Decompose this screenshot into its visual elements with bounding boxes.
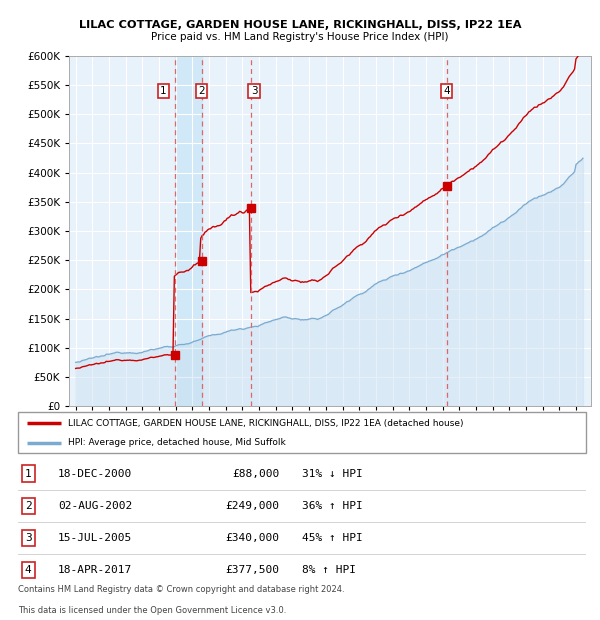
Text: LILAC COTTAGE, GARDEN HOUSE LANE, RICKINGHALL, DISS, IP22 1EA (detached house): LILAC COTTAGE, GARDEN HOUSE LANE, RICKIN… [68, 418, 464, 428]
Text: 18-DEC-2000: 18-DEC-2000 [58, 469, 132, 479]
Text: 2: 2 [25, 501, 32, 511]
Text: £249,000: £249,000 [226, 501, 280, 511]
Text: 45% ↑ HPI: 45% ↑ HPI [302, 533, 363, 542]
Text: Contains HM Land Registry data © Crown copyright and database right 2024.: Contains HM Land Registry data © Crown c… [18, 585, 344, 594]
Text: 18-APR-2017: 18-APR-2017 [58, 565, 132, 575]
Text: 4: 4 [443, 86, 450, 96]
Text: 31% ↓ HPI: 31% ↓ HPI [302, 469, 363, 479]
Text: 1: 1 [25, 469, 32, 479]
Text: 3: 3 [25, 533, 32, 542]
Text: 15-JUL-2005: 15-JUL-2005 [58, 533, 132, 542]
Text: Price paid vs. HM Land Registry's House Price Index (HPI): Price paid vs. HM Land Registry's House … [151, 32, 449, 42]
Text: £340,000: £340,000 [226, 533, 280, 542]
Text: 3: 3 [251, 86, 257, 96]
Text: HPI: Average price, detached house, Mid Suffolk: HPI: Average price, detached house, Mid … [68, 438, 286, 447]
Text: £377,500: £377,500 [226, 565, 280, 575]
Text: LILAC COTTAGE, GARDEN HOUSE LANE, RICKINGHALL, DISS, IP22 1EA: LILAC COTTAGE, GARDEN HOUSE LANE, RICKIN… [79, 20, 521, 30]
Text: 4: 4 [25, 565, 32, 575]
Text: This data is licensed under the Open Government Licence v3.0.: This data is licensed under the Open Gov… [18, 606, 286, 615]
Text: 02-AUG-2002: 02-AUG-2002 [58, 501, 132, 511]
Text: £88,000: £88,000 [232, 469, 280, 479]
FancyBboxPatch shape [18, 412, 586, 453]
Text: 1: 1 [160, 86, 167, 96]
Text: 2: 2 [198, 86, 205, 96]
Text: 8% ↑ HPI: 8% ↑ HPI [302, 565, 356, 575]
Text: 36% ↑ HPI: 36% ↑ HPI [302, 501, 363, 511]
Bar [175, 56, 202, 406]
